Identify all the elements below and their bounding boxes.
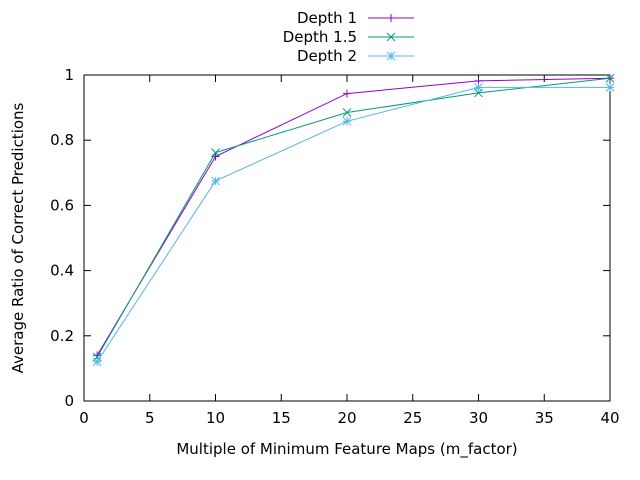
legend-label: Depth 1 bbox=[297, 9, 357, 27]
y-tick-label: 0.4 bbox=[50, 262, 74, 280]
plot-area: 0 5 10 15 20 25 30 35 40 0 0.2 0.4 0.6 0.8 1 bbox=[50, 66, 619, 427]
x-tick-label: 35 bbox=[535, 409, 554, 427]
legend-item: Depth 1 bbox=[297, 9, 414, 27]
legend-item: Depth 1.5 bbox=[283, 28, 414, 46]
y-axis-label: Average Ratio of Correct Predictions bbox=[9, 102, 27, 373]
y-tick-label: 0.2 bbox=[50, 327, 74, 345]
data-point bbox=[605, 83, 615, 92]
legend-marker bbox=[386, 51, 396, 61]
y-tick-label: 0.8 bbox=[50, 131, 74, 149]
x-axis: 0 5 10 15 20 25 30 35 40 bbox=[79, 75, 620, 427]
data-point bbox=[211, 148, 220, 157]
data-point bbox=[92, 357, 102, 367]
data-point bbox=[342, 108, 352, 117]
x-tick-label: 30 bbox=[469, 409, 488, 427]
x-tick-label: 15 bbox=[272, 409, 291, 427]
data-point bbox=[474, 83, 483, 92]
legend-marker bbox=[386, 32, 396, 42]
x-tick-label: 20 bbox=[337, 409, 356, 427]
y-tick-label: 0.6 bbox=[50, 196, 74, 214]
y-axis: 0 0.2 0.4 0.6 0.8 1 bbox=[50, 66, 610, 410]
legend-item: Depth 2 bbox=[297, 47, 414, 65]
series-3 bbox=[92, 83, 615, 367]
x-tick-label: 0 bbox=[79, 409, 89, 427]
x-tick-label: 40 bbox=[600, 409, 619, 427]
y-tick-label: 1 bbox=[64, 66, 74, 84]
x-axis-label: Multiple of Minimum Feature Maps (m_fact… bbox=[176, 440, 517, 459]
series-2 bbox=[92, 73, 615, 362]
legend-label: Depth 1.5 bbox=[283, 28, 357, 46]
x-tick-label: 10 bbox=[206, 409, 225, 427]
x-tick-label: 25 bbox=[403, 409, 422, 427]
legend-label: Depth 2 bbox=[297, 47, 357, 65]
series-group bbox=[92, 73, 615, 367]
data-point bbox=[342, 116, 352, 126]
data-point bbox=[605, 73, 615, 83]
legend-marker bbox=[387, 14, 395, 22]
y-tick-label: 0 bbox=[64, 392, 74, 410]
x-tick-label: 5 bbox=[145, 409, 155, 427]
series-1 bbox=[93, 74, 614, 360]
data-point bbox=[343, 89, 351, 98]
data-point bbox=[211, 176, 220, 186]
